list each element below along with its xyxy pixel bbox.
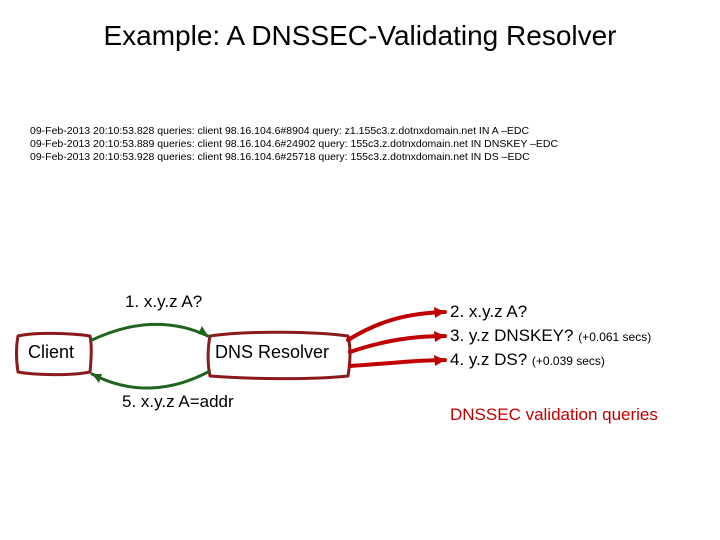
query-step-1: 1. x.y.z A? [125, 292, 202, 312]
query-step-4: 4. y.z DS? (+0.039 secs) [450, 350, 605, 370]
slide-stage: Example: A DNSSEC-Validating Resolver 09… [0, 0, 720, 540]
arrow-q2 [348, 312, 445, 340]
query-step-3: 3. y.z DNSKEY? (+0.061 secs) [450, 326, 651, 346]
dnssec-caption: DNSSEC validation queries [450, 405, 658, 425]
log-line: 09-Feb-2013 20:10:53.889 queries: client… [30, 138, 558, 151]
log-line: 09-Feb-2013 20:10:53.928 queries: client… [30, 151, 558, 164]
diagram-overlay [0, 0, 720, 540]
arrow-q4 [350, 360, 445, 366]
arrow-q5 [92, 372, 208, 388]
q3-text: 3. y.z DNSKEY? [450, 326, 573, 345]
client-label: Client [28, 342, 74, 363]
arrow-q1-head [198, 326, 208, 336]
query-log: 09-Feb-2013 20:10:53.828 queries: client… [30, 125, 558, 164]
arrow-q5-head [92, 374, 102, 383]
arrow-q2-head [434, 307, 445, 318]
arrow-q3-head [434, 331, 445, 342]
query-step-2: 2. x.y.z A? [450, 302, 527, 322]
q4-timing: (+0.039 secs) [532, 354, 605, 368]
arrow-q3 [350, 336, 445, 352]
arrow-q4-head [434, 355, 445, 366]
arrow-q1 [92, 324, 208, 340]
page-title: Example: A DNSSEC-Validating Resolver [0, 20, 720, 52]
q3-timing: (+0.061 secs) [578, 330, 651, 344]
query-step-5: 5. x.y.z A=addr [122, 392, 234, 412]
q4-text: 4. y.z DS? [450, 350, 527, 369]
log-line: 09-Feb-2013 20:10:53.828 queries: client… [30, 125, 558, 138]
resolver-label: DNS Resolver [215, 342, 329, 363]
q2-text: 2. x.y.z A? [450, 302, 527, 321]
